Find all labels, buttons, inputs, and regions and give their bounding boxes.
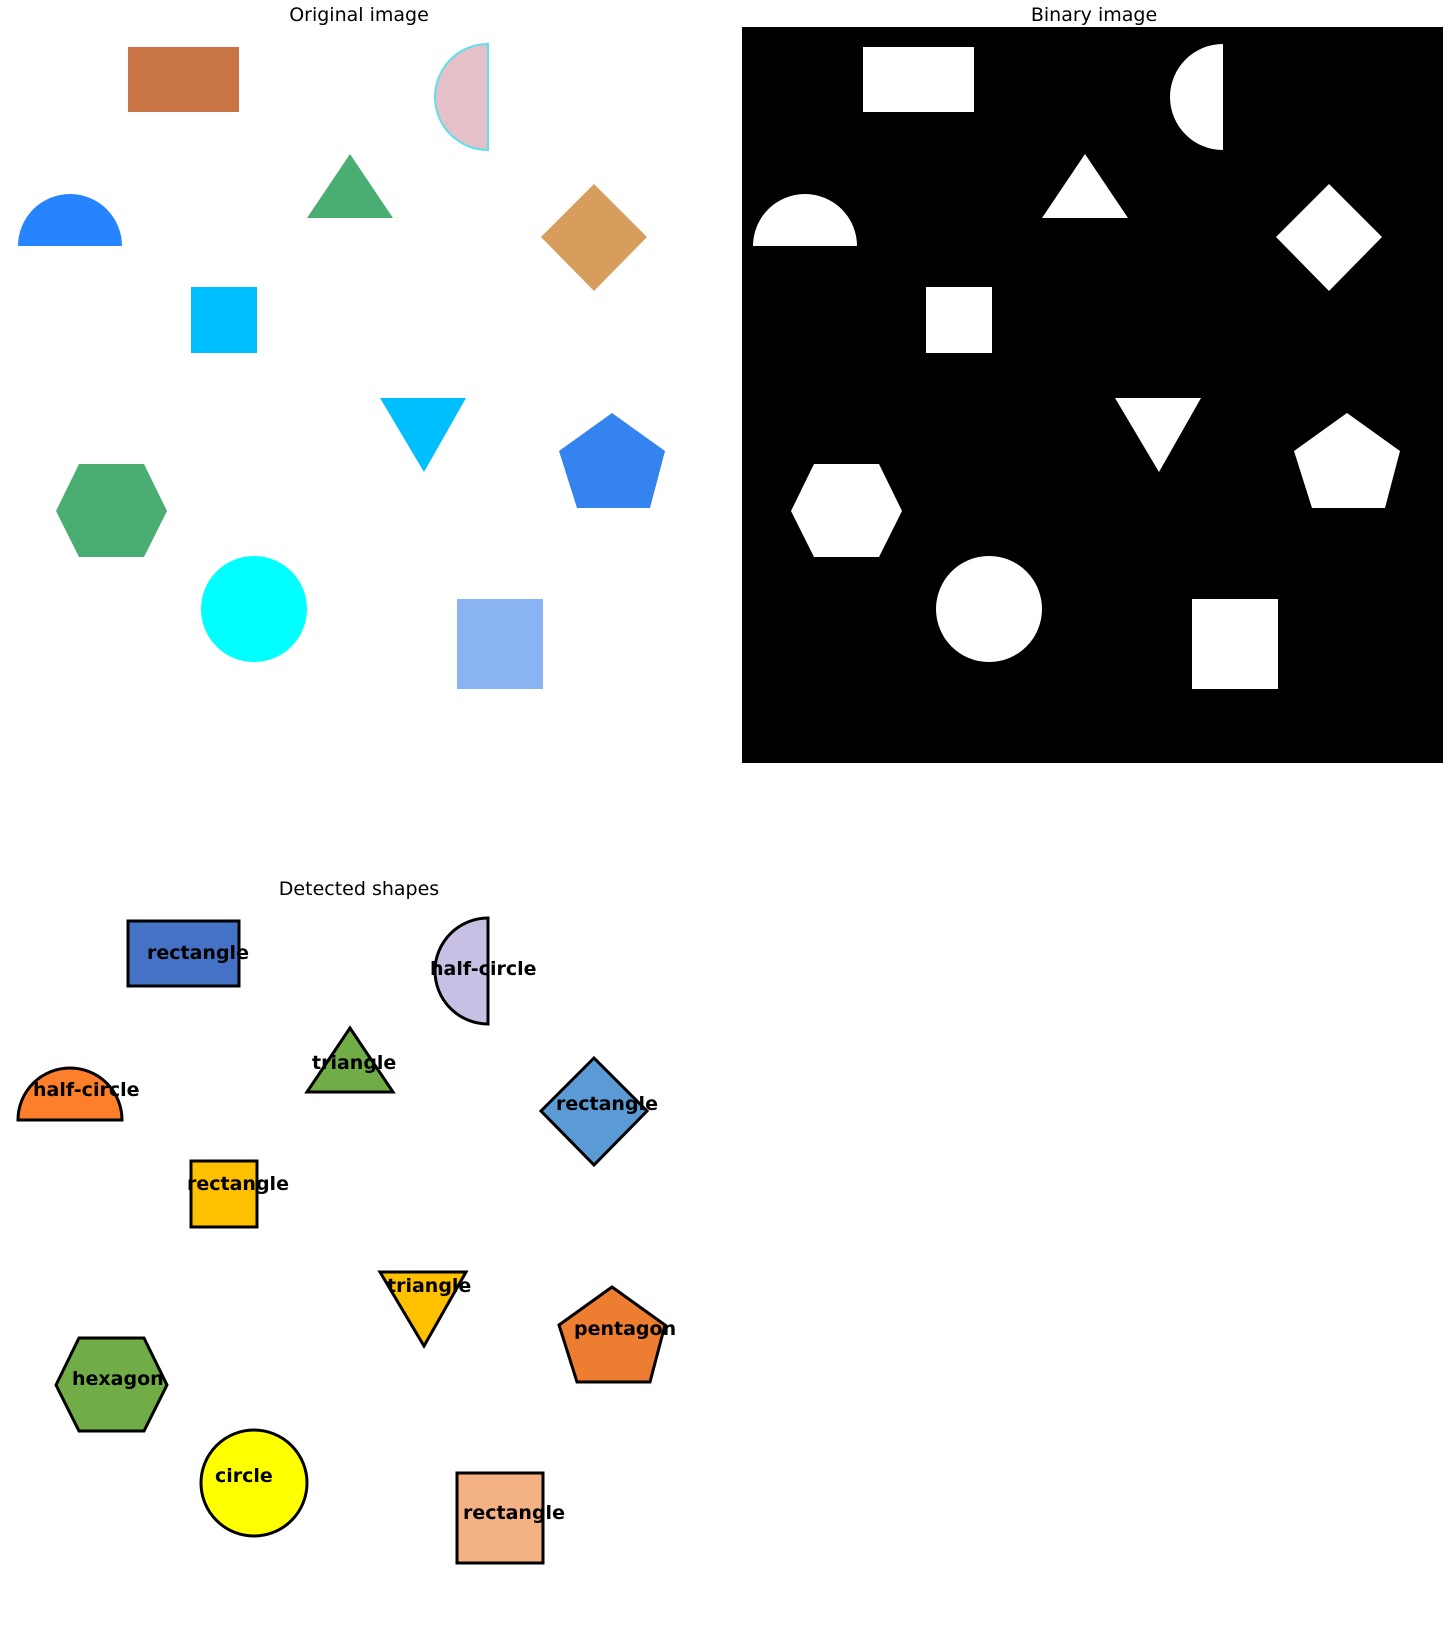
label-square-bottom: rectangle	[463, 1502, 565, 1524]
bin-small-square	[926, 287, 992, 353]
label-half-circle-left: half-circle	[33, 1079, 140, 1101]
det-half-circle-left	[16, 1066, 124, 1122]
label-triangle-down: triangle	[387, 1275, 471, 1297]
label-diamond: rectangle	[556, 1093, 658, 1115]
orig-half-circle-left	[18, 194, 122, 246]
bin-rectangle-top	[863, 47, 974, 112]
orig-triangle-up	[307, 154, 393, 218]
det-square-bottom	[455, 1471, 545, 1565]
det-triangle-down	[377, 1270, 469, 1349]
det-circle	[199, 1428, 309, 1538]
det-diamond	[538, 1055, 650, 1168]
bin-pentagon	[1294, 413, 1400, 508]
bin-circle	[936, 556, 1042, 662]
original-image-title: Original image	[289, 4, 429, 26]
bin-half-circle-left	[753, 194, 857, 246]
binary-background	[742, 27, 1443, 763]
det-rectangle-top	[126, 919, 241, 988]
bin-hexagon	[791, 464, 902, 557]
binary-image-panel	[742, 27, 1443, 763]
orig-hexagon	[56, 464, 167, 557]
detected-shapes-panel: rectangle half-circle triangle half-circ…	[16, 916, 676, 1565]
orig-half-circle-right	[434, 42, 489, 152]
orig-triangle-down	[380, 398, 466, 472]
orig-square-bottom	[457, 599, 543, 689]
det-half-circle-right	[433, 916, 490, 1026]
bin-triangle-up	[1042, 154, 1128, 218]
detected-shapes-title: Detected shapes	[278, 878, 440, 900]
binary-image-title: Binary image	[1030, 4, 1158, 26]
orig-circle	[201, 556, 307, 662]
label-rectangle-top: rectangle	[147, 942, 249, 964]
label-half-circle-right: half-circle	[430, 958, 537, 980]
label-hexagon: hexagon	[72, 1368, 164, 1390]
det-triangle-up	[304, 1025, 396, 1094]
orig-small-square	[191, 287, 257, 353]
det-hexagon	[54, 1336, 169, 1433]
orig-rectangle-top	[128, 47, 239, 112]
bin-diamond	[1276, 184, 1382, 291]
label-pentagon: pentagon	[574, 1318, 676, 1340]
binary-shapes	[753, 44, 1400, 689]
label-triangle-up: triangle	[312, 1052, 396, 1074]
orig-pentagon	[559, 413, 665, 508]
bin-half-circle-right	[1170, 44, 1223, 150]
det-pentagon	[557, 1285, 667, 1384]
bin-square-bottom	[1192, 599, 1278, 689]
label-circle: circle	[215, 1465, 273, 1487]
label-small-square: rectangle	[187, 1173, 289, 1195]
original-image-panel	[18, 42, 665, 689]
det-small-square	[189, 1159, 259, 1229]
bin-triangle-down	[1115, 398, 1201, 472]
orig-diamond	[541, 184, 647, 291]
